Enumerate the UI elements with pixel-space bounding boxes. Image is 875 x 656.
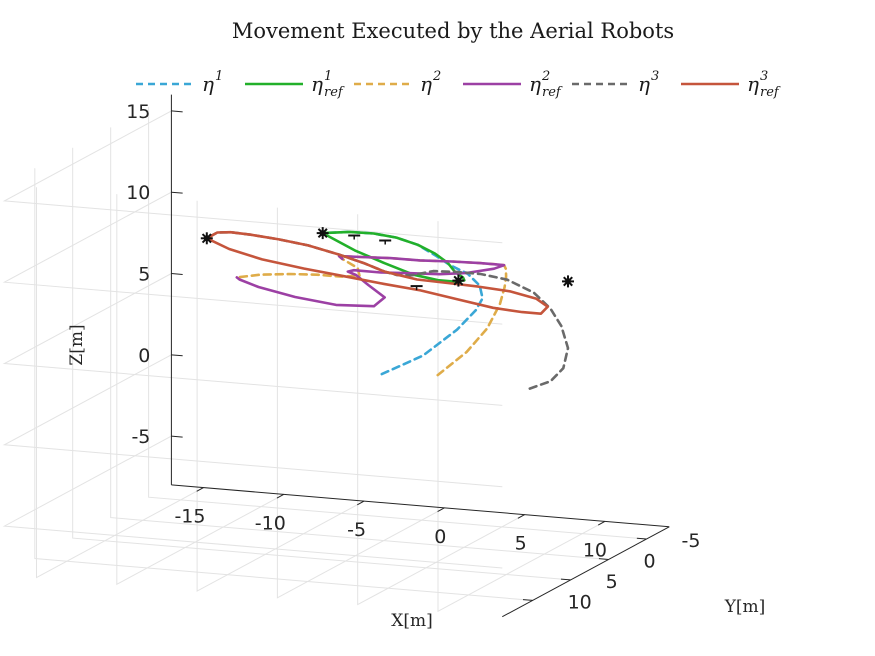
series	[205, 230, 570, 390]
legend-sub: ref	[324, 85, 345, 100]
z-tick-label: 10	[126, 182, 150, 204]
legend-label: η	[529, 72, 541, 96]
grid-line-z	[2, 435, 503, 569]
legend-label: η	[202, 72, 214, 96]
grid-line-z	[2, 273, 503, 406]
x-tick-label: 10	[583, 539, 607, 561]
start-marker	[200, 232, 213, 245]
legend-sup: 1	[215, 69, 223, 84]
grid-line-z	[2, 110, 503, 244]
y-tick-label: -5	[682, 530, 701, 552]
y-tick-mark	[598, 558, 609, 560]
y-axis-label: Y[m]	[724, 597, 766, 617]
marker-core	[565, 278, 571, 285]
x-tick-label: 0	[434, 526, 446, 548]
y-tick-mark	[636, 537, 647, 540]
grid-line-y	[72, 147, 571, 581]
x-tick-mark	[196, 487, 204, 492]
grid-line-x	[36, 187, 204, 579]
grid-line-y	[148, 106, 647, 540]
x-tick-label: 5	[515, 533, 527, 555]
grid-line-x	[357, 214, 525, 606]
series-line	[321, 230, 484, 376]
x-tick-mark	[517, 514, 525, 519]
legend-sup: 3	[760, 69, 768, 84]
x-axis-label: X[m]	[391, 611, 433, 631]
start-marker	[316, 227, 329, 240]
grid-line-z	[2, 191, 503, 325]
z-tick-mark	[171, 110, 183, 113]
x-tick-mark	[437, 507, 445, 512]
axes	[170, 94, 670, 618]
y-tick-mark	[560, 578, 571, 581]
legend-sup: 2	[541, 69, 550, 84]
legend-sub: ref	[760, 85, 781, 100]
markers	[200, 227, 574, 291]
grid-line-x	[276, 207, 445, 599]
z-tick-label: 5	[138, 264, 150, 286]
legend-sup: 2	[432, 69, 441, 84]
grid-line-x	[437, 221, 606, 613]
legend-sup: 1	[324, 69, 332, 84]
y-tick-mark	[522, 599, 533, 601]
start-marker	[562, 275, 574, 288]
legend-label: η	[420, 72, 432, 96]
x-tick-mark	[597, 520, 606, 526]
series-line	[205, 230, 570, 390]
marker-core	[203, 235, 210, 242]
x-tick-label: -10	[255, 512, 286, 534]
x-tick-label: -5	[347, 519, 366, 541]
tick-labels: -15 -10 -5 0 5 10 -5 0 5 10 -5 0 5 10 15	[126, 101, 700, 614]
legend-label: η	[638, 72, 650, 96]
grid-line-y	[34, 168, 533, 601]
grid-line-x	[196, 200, 365, 592]
legend-label: η	[747, 72, 759, 96]
x-tick-mark	[357, 500, 365, 506]
z-tick-label: -5	[131, 426, 150, 448]
y-tick-label: 5	[606, 571, 618, 593]
z-tick-mark	[171, 191, 183, 194]
z-tick-label: 15	[126, 101, 150, 123]
y-tick-label: 0	[644, 551, 656, 573]
z-tick-label: 0	[138, 345, 150, 367]
grid-line-z	[2, 354, 503, 488]
chart-title: Movement Executed by the Aerial Robots	[232, 19, 674, 43]
legend-sub: ref	[542, 85, 563, 100]
marker-core	[455, 277, 462, 284]
grid-line-y	[110, 127, 609, 560]
drone-marker	[379, 239, 392, 245]
x-tick-mark	[276, 493, 285, 499]
y-tick-label: 10	[568, 591, 592, 613]
start-marker	[452, 274, 465, 287]
z-tick-mark	[171, 435, 183, 438]
grid	[2, 106, 647, 613]
y-axis-line	[502, 526, 670, 618]
series-line	[235, 254, 506, 308]
z-tick-mark	[171, 354, 183, 357]
grid-line-x	[116, 194, 285, 586]
legend-label: η	[311, 72, 323, 96]
z-axis-label: Z[m]	[67, 324, 87, 365]
x-axis-line	[171, 484, 670, 528]
drone-marker	[410, 285, 423, 291]
x-tick-label: -15	[174, 506, 205, 528]
drone-marker	[348, 234, 361, 240]
legend-sup: 3	[651, 69, 659, 84]
z-tick-mark	[171, 273, 183, 275]
marker-core	[319, 230, 326, 237]
series-line	[205, 230, 550, 316]
